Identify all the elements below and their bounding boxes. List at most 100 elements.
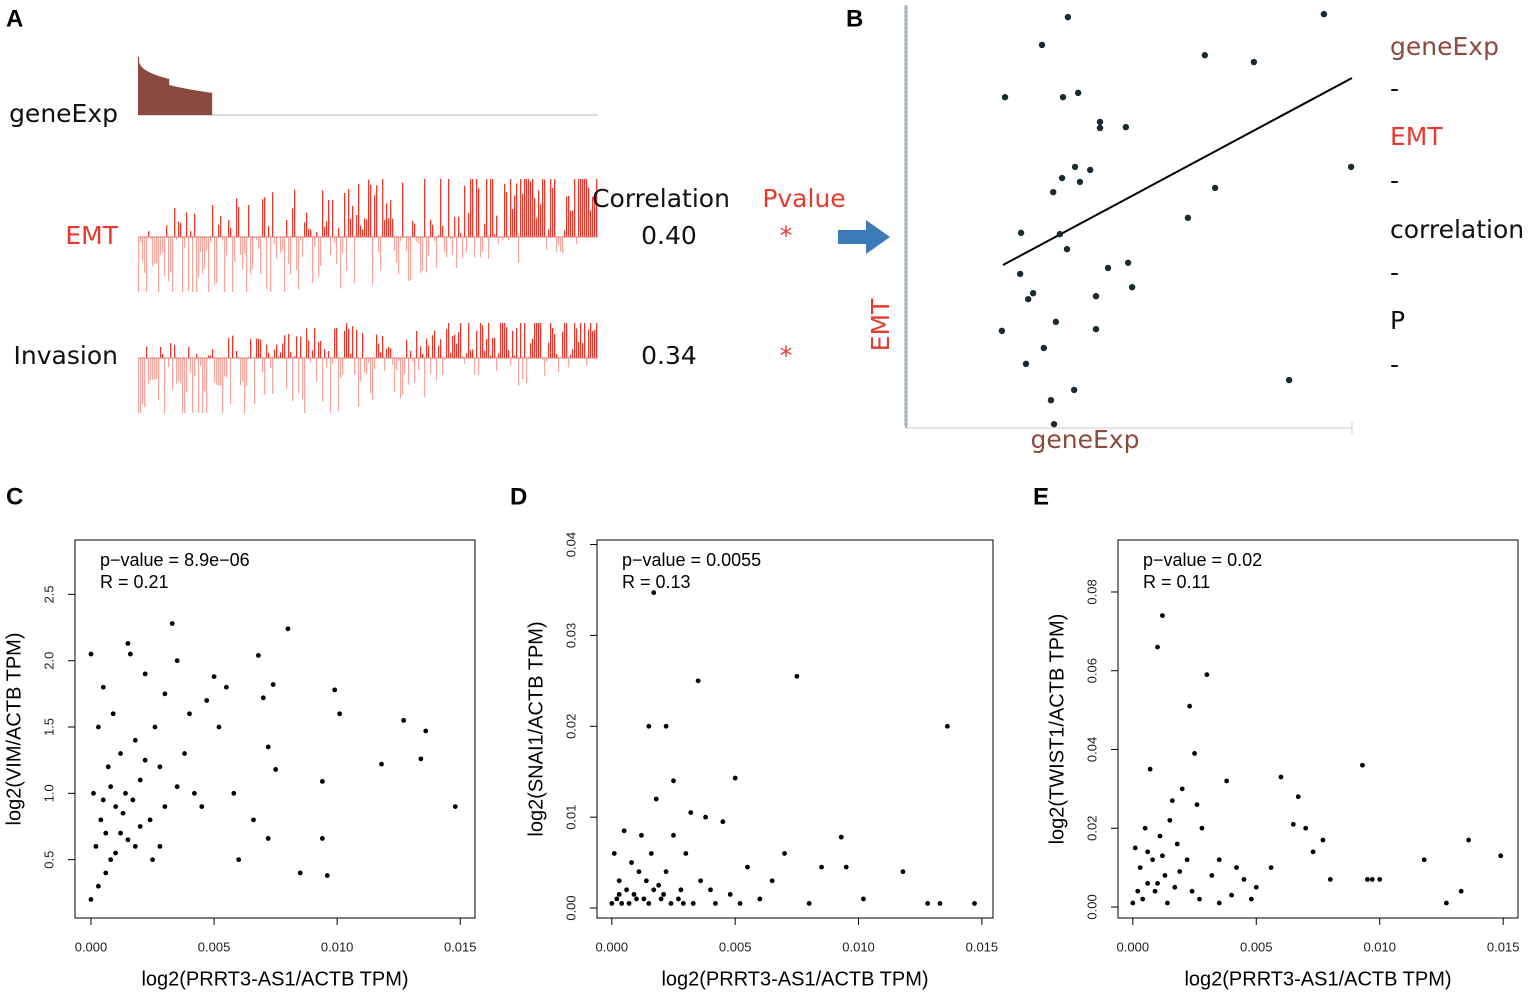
point	[191, 790, 197, 796]
track-bar	[402, 358, 404, 395]
rug-dot	[903, 173, 909, 179]
track-bar	[552, 327, 554, 358]
track-bar	[432, 335, 434, 358]
track-bar	[498, 353, 500, 358]
track-bar	[458, 216, 460, 237]
point	[972, 901, 977, 906]
track-bar	[162, 353, 164, 358]
track-bar	[306, 212, 308, 237]
track-bar	[362, 332, 364, 358]
track-bar	[380, 237, 382, 271]
track-bar	[260, 237, 262, 274]
point	[1052, 318, 1060, 326]
track-bar	[594, 329, 596, 358]
rug-dot	[903, 25, 909, 31]
rug-dot	[903, 385, 909, 391]
track-bar	[210, 237, 212, 243]
track-bar	[484, 224, 486, 237]
point	[676, 896, 681, 902]
track-bar	[396, 237, 398, 264]
correlation: 0.40	[641, 221, 697, 250]
point	[273, 767, 279, 772]
rug-dot	[903, 225, 909, 231]
track-bar	[167, 78, 169, 115]
y-tick-label: 0.01	[563, 804, 578, 829]
track-bar	[360, 225, 362, 237]
track-bar	[197, 90, 199, 115]
track-label: geneExp	[9, 99, 118, 128]
track-bar	[488, 237, 490, 259]
track-bar	[376, 185, 378, 237]
track-bar	[420, 346, 422, 358]
track-bar	[207, 92, 209, 115]
track-bar	[364, 358, 366, 373]
rug-dot	[903, 157, 909, 163]
track-bar	[514, 195, 516, 237]
track-bar	[336, 237, 338, 264]
point	[105, 764, 111, 770]
track-bar	[198, 358, 200, 413]
x-tick-label: 0.015	[444, 939, 477, 954]
track-bar	[418, 237, 420, 244]
track-bar	[368, 179, 370, 237]
track-bar	[288, 333, 290, 358]
point	[270, 682, 276, 687]
track-bar	[468, 212, 470, 237]
track-bar	[190, 231, 192, 237]
track-bar	[550, 179, 552, 237]
track-bar	[165, 78, 167, 115]
point	[1152, 888, 1158, 894]
track-bar	[158, 75, 160, 115]
rug-dot	[903, 145, 909, 151]
track-bar	[372, 237, 374, 285]
point	[91, 790, 96, 796]
point	[1017, 229, 1025, 237]
track-bar	[394, 237, 396, 251]
point	[152, 724, 158, 730]
track-bar	[488, 323, 490, 358]
track-bar	[322, 358, 324, 402]
track-bar	[276, 344, 278, 358]
track-bar	[586, 179, 588, 237]
track-bar	[350, 353, 352, 358]
track-bar	[138, 237, 140, 292]
point	[643, 878, 649, 884]
track-bar	[472, 179, 474, 237]
rug-dot	[903, 421, 909, 427]
track-bar	[452, 336, 454, 358]
point	[843, 864, 849, 870]
rug-dot	[903, 49, 909, 55]
track-bar	[428, 237, 430, 256]
rug-dot	[903, 381, 909, 387]
track-bar	[175, 86, 177, 115]
track-bar	[536, 323, 538, 358]
point	[1268, 865, 1274, 870]
track-bar	[348, 328, 350, 358]
track-bar	[270, 237, 272, 292]
point	[1070, 386, 1078, 394]
track-bar	[153, 74, 155, 115]
track-bar	[182, 358, 184, 413]
point	[1184, 857, 1190, 863]
track-bar	[588, 187, 590, 237]
point	[794, 673, 800, 679]
point	[737, 901, 743, 906]
point	[1162, 873, 1168, 878]
track-bar	[430, 358, 432, 374]
track-bar	[336, 327, 338, 358]
track-bar	[168, 358, 170, 367]
track-bar	[211, 92, 213, 115]
point	[88, 651, 94, 657]
track-bar	[434, 237, 436, 241]
point	[1104, 264, 1112, 272]
point	[123, 790, 128, 796]
rug-dot	[903, 321, 909, 327]
point	[651, 590, 657, 596]
track-bar	[416, 330, 418, 358]
track-bar	[452, 237, 454, 255]
rug-dot	[903, 65, 909, 71]
point	[636, 869, 642, 875]
rug-dot	[903, 109, 909, 115]
point	[319, 836, 325, 841]
track-bar	[400, 358, 402, 399]
